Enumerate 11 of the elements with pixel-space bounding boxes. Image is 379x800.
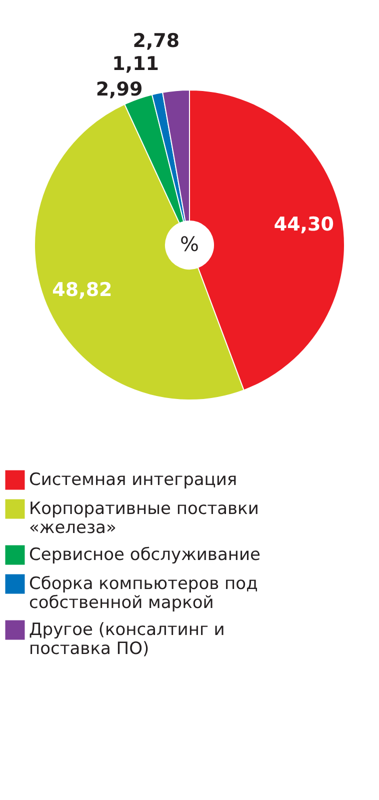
legend-label: Сборка компьютеров под собственной маркой — [29, 574, 258, 613]
data-label: 1,11 — [112, 53, 160, 76]
data-label: 2,99 — [96, 78, 143, 100]
legend-label: Сервисное обслуживание — [29, 545, 260, 565]
legend-label: Другое (консалтинг и поставка ПО) — [29, 620, 225, 659]
legend-label: Корпоративные поставки «железа» — [29, 499, 259, 538]
data-label: 2,78 — [132, 30, 180, 52]
legend-label: Системная интеграция — [29, 470, 238, 490]
data-label: 48,82 — [52, 278, 112, 301]
text: % — [180, 232, 200, 256]
data-label: 44,30 — [274, 213, 334, 236]
